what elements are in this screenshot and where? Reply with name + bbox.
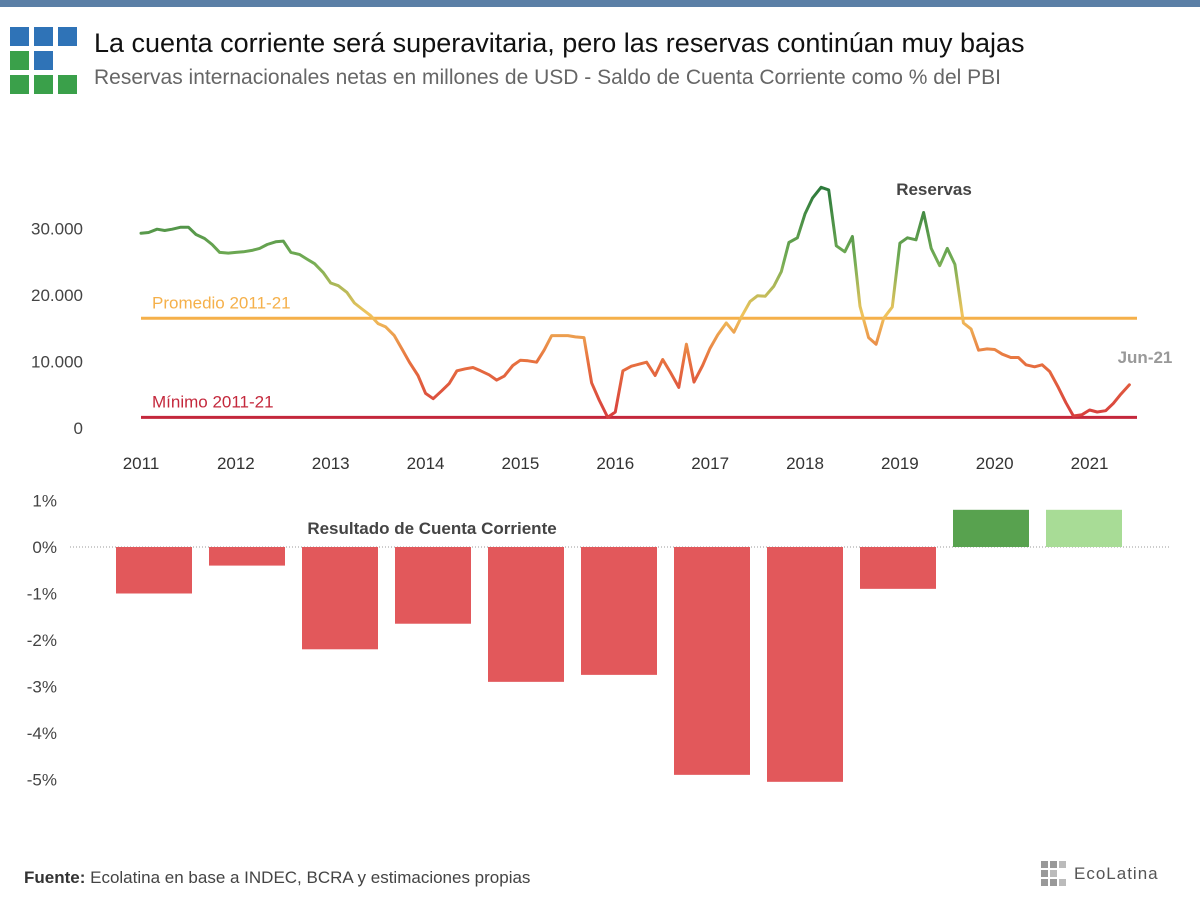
current-account-y-tick: -1% (27, 585, 57, 604)
reserves-x-tick: 2020 (976, 454, 1014, 473)
reserves-x-tick: 2019 (881, 454, 919, 473)
reserves-x-tick: 2016 (596, 454, 634, 473)
current-account-bar-2015 (488, 547, 564, 682)
reserves-y-tick: 10.000 (31, 353, 83, 372)
current-account-bar-2020 (953, 509, 1029, 547)
current-account-bar-2017 (674, 547, 750, 775)
reserves-x-tick: 2021 (1071, 454, 1109, 473)
top-accent-bar (0, 0, 1200, 7)
reserves-y-tick: 0 (74, 419, 83, 438)
ecolatina-brand-icon (1041, 861, 1066, 886)
current-account-bar-2013 (302, 547, 378, 650)
reserves-line (139, 185, 1131, 419)
current-account-bar-2018 (767, 547, 843, 782)
current-account-y-tick: 1% (32, 492, 57, 511)
reserves-x-tick: 2012 (217, 454, 255, 473)
reserves-x-tick: 2018 (786, 454, 824, 473)
current-account-y-tick: -2% (27, 631, 57, 650)
current-account-y-tick: -3% (27, 678, 57, 697)
jun-21-end-label: Jun-21 (1118, 348, 1173, 367)
reserves-x-tick: 2017 (691, 454, 729, 473)
reserves-x-tick: 2013 (312, 454, 350, 473)
current-account-y-tick: 0% (32, 538, 57, 557)
current-account-bar-2011 (116, 547, 192, 594)
current-account-y-tick: -5% (27, 771, 57, 790)
source-note: Fuente: Ecolatina en base a INDEC, BCRA … (24, 868, 531, 887)
logo-grid-icon (10, 27, 77, 94)
current-account-bar-2016 (581, 547, 657, 675)
brand-name: EcoLatina (1074, 864, 1159, 883)
page-title: La cuenta corriente será superavitaria, … (94, 28, 1025, 58)
current-account-bar-2021 (1046, 509, 1122, 547)
average-line-label: Promedio 2011-21 (152, 293, 291, 312)
page-subtitle: Reservas internacionales netas en millon… (94, 66, 1001, 89)
reserves-y-tick: 30.000 (31, 220, 83, 239)
reserves-x-tick: 2014 (407, 454, 445, 473)
reserves-x-tick: 2015 (502, 454, 540, 473)
current-account-bar-2012 (209, 547, 285, 566)
current-account-series-label: Resultado de Cuenta Corriente (307, 519, 556, 538)
reserves-series-label: Reservas (896, 180, 972, 199)
minimum-line-label: Mínimo 2011-21 (152, 392, 274, 411)
current-account-bar-2019 (860, 547, 936, 589)
reserves-y-tick: 20.000 (31, 286, 83, 305)
current-account-y-tick: -4% (27, 724, 57, 743)
current-account-bar-2014 (395, 547, 471, 624)
reserves-x-tick: 2011 (123, 454, 160, 473)
